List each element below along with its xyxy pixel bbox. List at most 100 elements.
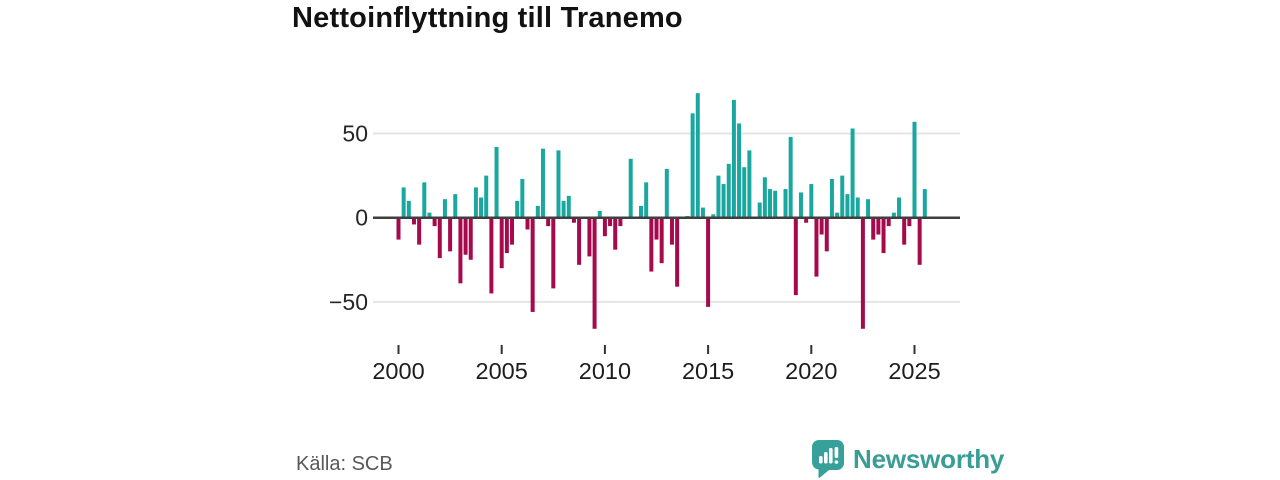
quarter-bar (448, 217, 453, 252)
quarter-bar (535, 205, 540, 218)
quarter-bar (690, 113, 695, 218)
quarter-bar (866, 199, 871, 218)
quarter-bar (809, 184, 814, 218)
quarter-bar (479, 197, 484, 218)
quarter-bar (432, 217, 437, 227)
quarter-bar (840, 175, 845, 218)
quarter-bar (762, 177, 767, 218)
source-note: Källa: SCB (296, 453, 393, 475)
x-axis-year-label: 2000 (372, 358, 424, 384)
quarter-bar (706, 217, 711, 307)
quarter-bar (675, 217, 680, 287)
quarter-bar (742, 167, 747, 218)
quarter-bar (401, 187, 406, 218)
quarter-bar (695, 93, 700, 218)
quarter-bar (664, 168, 669, 218)
quarter-bar (773, 190, 778, 218)
quarter-bar (649, 217, 654, 272)
quarter-bar (484, 175, 489, 218)
y-axis-tick-label: 0 (355, 205, 368, 231)
quarter-bar (850, 128, 855, 218)
quarter-bar (922, 189, 927, 218)
quarter-bar (463, 217, 468, 255)
quarter-bar (814, 217, 819, 277)
quarter-bar (726, 163, 731, 218)
quarter-bar (798, 192, 803, 218)
x-axis-year-label: 2015 (682, 358, 734, 384)
quarter-bar (577, 217, 582, 265)
quarter-bar (793, 217, 798, 296)
quarter-bar (602, 217, 607, 237)
newsworthy-logo: Newsworthy (812, 440, 1004, 479)
quarter-bar (406, 200, 411, 218)
x-axis-year-label: 2005 (476, 358, 528, 384)
quarter-bar (551, 217, 556, 289)
quarter-bar (855, 197, 860, 218)
quarter-bar (571, 217, 576, 223)
quarter-bar (804, 217, 809, 223)
quarter-bar (468, 217, 473, 260)
x-axis-year-label: 2010 (579, 358, 631, 384)
quarter-bar (747, 150, 752, 218)
quarter-bar (845, 194, 850, 218)
quarter-bar (417, 217, 422, 245)
quarter-bar (618, 217, 623, 227)
quarter-bar (613, 217, 618, 250)
quarter-bar (860, 217, 865, 329)
quarter-bar (654, 217, 659, 240)
quarter-bar (912, 121, 917, 218)
quarter-bar (411, 217, 416, 225)
quarter-bar (566, 195, 571, 218)
quarter-bar (871, 217, 876, 240)
quarter-bar (453, 194, 458, 218)
quarter-bar (556, 150, 561, 218)
chart-title: Nettoinflyttning till Tranemo (292, 2, 683, 34)
quarter-bar (628, 158, 633, 218)
quarter-bar (768, 189, 773, 218)
quarter-bar (819, 217, 824, 235)
x-axis-year-label: 2025 (888, 358, 940, 384)
quarter-bar (561, 200, 566, 218)
quarter-bar (876, 217, 881, 235)
quarter-bar (711, 214, 716, 218)
quarter-bar (489, 217, 494, 294)
quarter-bar (546, 217, 551, 227)
quarter-bar (721, 184, 726, 218)
quarter-bar (597, 210, 602, 218)
quarter-bar (907, 217, 912, 227)
quarter-bar (494, 147, 499, 218)
quarter-bar (788, 136, 793, 218)
y-axis-tick-label: 50 (342, 121, 368, 147)
quarter-bar (835, 212, 840, 218)
quarter-bar (442, 199, 447, 218)
quarter-bar (824, 217, 829, 252)
quarter-bar (510, 217, 515, 245)
quarter-bar (396, 217, 401, 240)
quarter-bar (592, 217, 597, 329)
quarter-bar (422, 182, 427, 218)
quarter-bar (515, 200, 520, 218)
brand-name: Newsworthy (853, 444, 1005, 474)
quarter-bar (731, 99, 736, 218)
quarter-bar (608, 217, 613, 227)
quarter-bar (886, 217, 891, 227)
quarter-bar (659, 217, 664, 264)
quarter-bar (427, 212, 432, 218)
speech-bubble-bar-chart-icon (812, 440, 844, 478)
quarter-bar (917, 217, 922, 265)
quarter-bar (644, 182, 649, 218)
quarter-bar (520, 178, 525, 218)
quarter-bar (437, 217, 442, 259)
quarter-bar (458, 217, 463, 284)
quarter-bar (881, 217, 886, 254)
quarter-bar (716, 175, 721, 218)
quarter-bar (540, 148, 545, 218)
quarter-bar (737, 123, 742, 218)
quarter-bar (639, 205, 644, 218)
quarter-bar (587, 217, 592, 257)
quarter-bar (525, 217, 530, 230)
quarter-bar (504, 217, 509, 254)
quarter-bar (783, 189, 788, 218)
